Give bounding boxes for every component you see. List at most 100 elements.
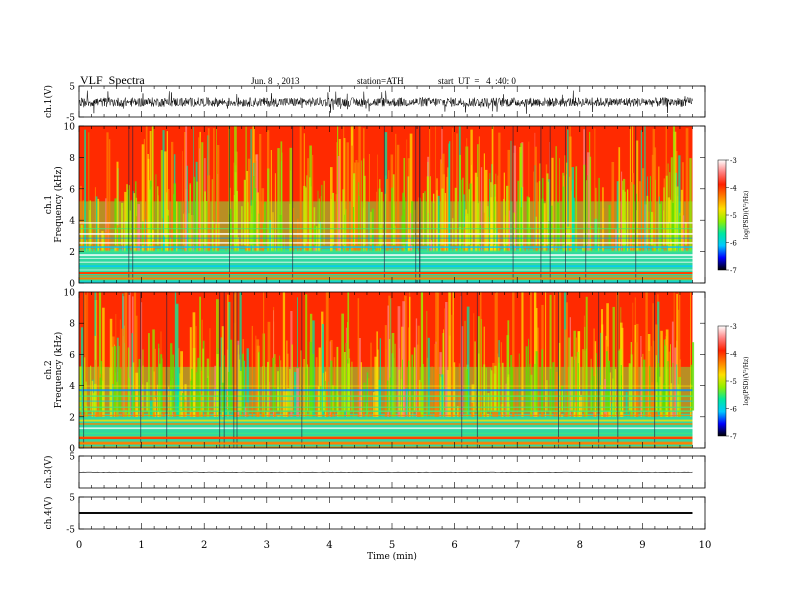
heatmap-streak [585,348,587,417]
heatmap-flare [358,182,360,246]
heatmap-streak [650,247,652,252]
heatmap-streak [491,126,494,252]
heatmap-streak [355,160,358,252]
heatmap-streak [183,399,186,417]
heatmap-streak [207,175,211,252]
heatmap-flare [400,378,403,411]
heatmap-streak [448,292,451,417]
heatmap-streak [270,150,272,252]
heatmap-streak [145,126,148,252]
heatmap-streak [466,306,470,417]
heatmap-streak [148,333,150,417]
heatmap-streak [680,189,683,252]
heatmap-flare [314,225,317,246]
heatmap-streak [615,229,617,252]
heatmap-flare [690,364,692,411]
heatmap-streak [549,142,550,252]
x-tick-label: 4 [326,540,332,551]
heatmap-streak [312,154,314,252]
heatmap-flare [236,190,238,246]
heatmap-streak [176,201,178,252]
heatmap-flare [546,173,549,246]
heatmap-streak [277,148,280,252]
heatmap-streak [521,292,524,417]
ch1-waveform-axes [78,85,706,118]
heatmap-line [79,246,693,248]
heatmap-streak [566,162,568,252]
heatmap-streak [415,318,418,417]
heatmap-flare [258,213,260,246]
heatmap-flare [426,176,430,246]
heatmap-streak [483,153,485,252]
heatmap-line [79,419,693,422]
heatmap-streak [274,173,276,252]
y-tick-label: 0 [69,445,75,455]
heatmap-flare [498,357,500,411]
heatmap-streak [510,140,512,252]
heatmap-streak [201,142,204,252]
heatmap-flare [466,213,469,246]
x-axis-label: Time (min) [367,551,417,562]
heatmap-flare [214,388,215,411]
heatmap-streak [534,165,536,252]
heatmap-streak [294,372,297,417]
heatmap-streak [102,307,105,417]
y-tick-label: 5 [69,83,75,93]
heatmap-streak [195,326,197,417]
heatmap-flare [501,362,504,411]
heatmap-streak [512,292,515,417]
heatmap-streak [131,333,133,417]
heatmap-flare [546,380,548,411]
heatmap-streak [317,386,320,417]
colorbar-scale [717,325,727,437]
heatmap-streak [480,167,483,252]
heatmap-streak [227,294,229,417]
heatmap-streak [261,188,265,252]
heatmap-streak [575,166,578,252]
heatmap-flare [582,349,584,411]
heatmap-streak [351,145,354,252]
heatmap-streak [669,199,672,252]
heatmap-streak [460,296,462,417]
heatmap-streak [337,156,340,252]
colorbar-label: log(PSD)(V²/Hz) [743,191,750,240]
heatmap-flare [384,193,386,246]
heatmap-flare [239,359,241,411]
heatmap-streak [145,219,146,252]
heatmap-spike [83,292,85,448]
heatmap-streak [343,126,345,252]
heatmap-flare [535,351,538,411]
heatmap-streak [625,392,628,417]
heatmap-streak [648,211,650,252]
heatmap-flare [659,376,661,411]
ch2-spectrogram-colorbar: -3 -4 -5 -6 -7 log(PSD)(V²/Hz) [717,323,750,441]
heatmap-streak [305,294,308,417]
heatmap-spike [549,126,551,283]
heatmap-streak [659,203,662,252]
heatmap-streak [153,348,156,417]
heatmap-line [79,400,693,402]
heatmap-line [79,395,693,397]
x-tick-label: 9 [639,540,645,551]
heatmap-streak [500,342,502,417]
heatmap-streak [281,152,283,252]
heatmap-streak [630,182,633,252]
heatmap-streak [448,141,451,252]
heatmap-streak [321,324,324,417]
heatmap-streak [490,368,491,417]
heatmap-streak [555,146,557,252]
heatmap-spike [236,292,238,448]
ch4-waveform-axes [78,496,706,530]
heatmap-streak [239,292,242,417]
ch4-waveform-trace [79,512,693,514]
ch1-waveform-trace [79,90,693,114]
heatmap-streak [375,249,377,252]
heatmap-streak [576,351,579,417]
y-axis-label: Frequency (kHz) [53,332,64,409]
heatmap-streak [184,132,187,252]
heatmap-streak [280,141,283,252]
heatmap-streak [341,313,344,417]
heatmap-streak [307,158,309,252]
heatmap-streak [553,292,556,417]
heatmap-flare [408,360,410,411]
